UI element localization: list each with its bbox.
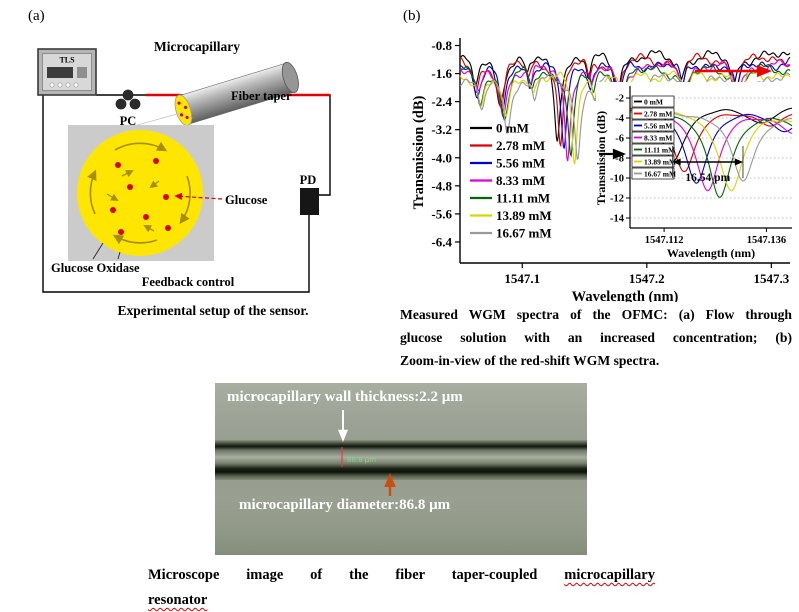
y-tick-label: -4.0 (431, 150, 452, 165)
tls-label: TLS (59, 56, 75, 65)
wgm-spectra-inset-chart: -2 -4 -6 -8 -10 -12 -14 1547.112 1547.136Wavelen… (596, 82, 798, 260)
legend-item: 5.56 mM (470, 156, 545, 171)
panel-b-caption: Measured WGM spectra of the OFMC: (a) Fl… (400, 303, 792, 372)
svg-text:2.78 mM: 2.78 mM (496, 138, 545, 153)
shift-annotation: 16.54 pm (685, 172, 730, 184)
inset-legend-item: 11.11 mM (631, 143, 675, 156)
legend-item: 16.67 mM (470, 226, 552, 241)
svg-text:11.11 mM: 11.11 mM (644, 146, 675, 155)
bottom-caption-line2: resonator (148, 588, 655, 612)
x-tick-label: 1547.2 (629, 271, 665, 286)
oxidase-arrows (106, 170, 160, 233)
pd-label: PD (300, 173, 317, 187)
glucose-pointer-arrow (174, 192, 223, 200)
inset-x-tick-label: 1547.112 (645, 235, 684, 246)
svg-text:16.67 mM: 16.67 mM (496, 226, 552, 241)
legend-item: 2.78 mM (470, 138, 545, 153)
glucose-label: Glucose (225, 193, 268, 207)
micro-capillary-band (215, 440, 587, 480)
feedback-loop-line (42, 95, 310, 293)
legend-item: 8.33 mM (470, 173, 545, 188)
feedback-control-label: Feedback control (142, 275, 235, 289)
bottom-caption-text: Microscope image of the fiber taper-coup… (148, 567, 565, 583)
svg-text:11.11 mM: 11.11 mM (496, 191, 550, 206)
inset-legend-item: 13.89 mM (631, 155, 676, 168)
panel-b-label: (b) (403, 8, 421, 24)
wgm-circulation-arrows (87, 141, 191, 245)
y-tick-label: -3.2 (431, 122, 452, 137)
inset-y-tick-label: -14 (610, 214, 625, 225)
x-tick-label: 1547.3 (753, 271, 789, 286)
inset-y-tick-label: -8 (615, 154, 624, 165)
svg-text:8.33 mM: 8.33 mM (496, 173, 545, 188)
micro-annotations: 86.8 μm (338, 410, 396, 496)
bottom-caption-microcapillary: microcapillary (564, 567, 655, 583)
panel-a-label: (a) (28, 8, 45, 24)
inset-y-tick-label: -6 (615, 134, 624, 145)
microcapillary-cylinder (174, 61, 299, 126)
x-tick-label: 1547.1 (504, 271, 540, 286)
bottom-caption: Microscope image of the fiber taper-coup… (148, 563, 655, 612)
caption-b-line: Measured WGM spectra of the OFMC: (a) Fl… (400, 307, 792, 322)
legend-item: 0 mM (470, 121, 529, 136)
inset-y-tick-label: -12 (610, 194, 624, 205)
y-tick-label: -4.8 (431, 178, 452, 193)
legend-item: 11.11 mM (470, 191, 550, 206)
y-tick-label: -1.6 (431, 66, 452, 81)
svg-text:13.89 mM: 13.89 mM (644, 158, 676, 167)
y-tick-label: -2.4 (431, 94, 452, 109)
oxidase-pointer-line (117, 251, 121, 260)
fiber-taper-label: Fiber taper (231, 89, 292, 103)
y-tick-label: -5.6 (431, 206, 452, 221)
inset-y-tick-label: -4 (615, 114, 624, 125)
inset-y-axis-title: Transmission (dB) (596, 111, 608, 205)
bottom-caption-resonator: resonator (148, 592, 208, 608)
diameter-label: microcapillary diameter:86.8 μm (239, 497, 451, 513)
tls-display (47, 67, 73, 78)
legend-item: 13.89 mM (470, 208, 552, 223)
inset-legend-item: 16.67 mM (631, 167, 676, 180)
sensor-setup-diagram: TLS PC Microcapillary Fiber taper (37, 39, 331, 293)
svg-text:16.67 mM: 16.67 mM (644, 170, 676, 179)
panel-a-caption: Experimental setup of the sensor. (117, 303, 309, 318)
inset-legend-item: 8.33 mM (631, 131, 675, 144)
svg-text:0 mM: 0 mM (496, 121, 529, 136)
oxidase-pointer-line (92, 242, 104, 260)
svg-text:13.89 mM: 13.89 mM (496, 208, 552, 223)
bottom-caption-line1: Microscope image of the fiber taper-coup… (148, 563, 655, 588)
x-axis-title: Wavelength (nm) (572, 289, 679, 302)
microcapillary-label: Microcapillary (154, 39, 240, 54)
measure-text: 86.8 μm (347, 456, 376, 464)
photodetector-box (300, 188, 319, 215)
tls-instrument: TLS (37, 48, 97, 96)
inset-y-tick-label: -10 (610, 174, 624, 185)
svg-text:8.33 mM: 8.33 mM (644, 134, 672, 143)
svg-text:2.78 mM: 2.78 mM (644, 110, 672, 119)
svg-text:0 mM: 0 mM (644, 98, 663, 107)
microscope-image: 86.8 μm microcapillary wall thickness:2.… (215, 383, 587, 555)
wall-thickness-label: microcapillary wall thickness:2.2 μm (227, 389, 463, 405)
inset-legend-item: 5.56 mM (631, 119, 675, 132)
capillary-cross-section (77, 130, 203, 256)
glucose-oxidase-label: Glucose Oxidase (51, 261, 140, 275)
inset-legend-item: 0 mM (631, 95, 675, 108)
inset-x-tick-label: 1547.136 (747, 235, 786, 246)
caption-b-line: glucose solution with an increased conce… (400, 330, 792, 345)
pc-label: PC (120, 114, 137, 128)
inset-x-axis-title: Wavelength (nm) (667, 246, 755, 260)
y-tick-label: -6.4 (431, 234, 452, 249)
inset-y-tick-label: -2 (615, 94, 624, 105)
polarization-controller-icon (115, 89, 141, 110)
y-axis-title: Transmission (dB) (411, 95, 427, 209)
glucose-molecules (110, 158, 171, 235)
y-tick-label: -0.8 (431, 38, 452, 53)
svg-text:5.56 mM: 5.56 mM (644, 122, 672, 131)
inset-legend-item: 2.78 mM (631, 107, 675, 120)
caption-b-line: Zoom-in-view of the red-shift WGM spectr… (400, 353, 660, 368)
svg-text:5.56 mM: 5.56 mM (496, 156, 545, 171)
